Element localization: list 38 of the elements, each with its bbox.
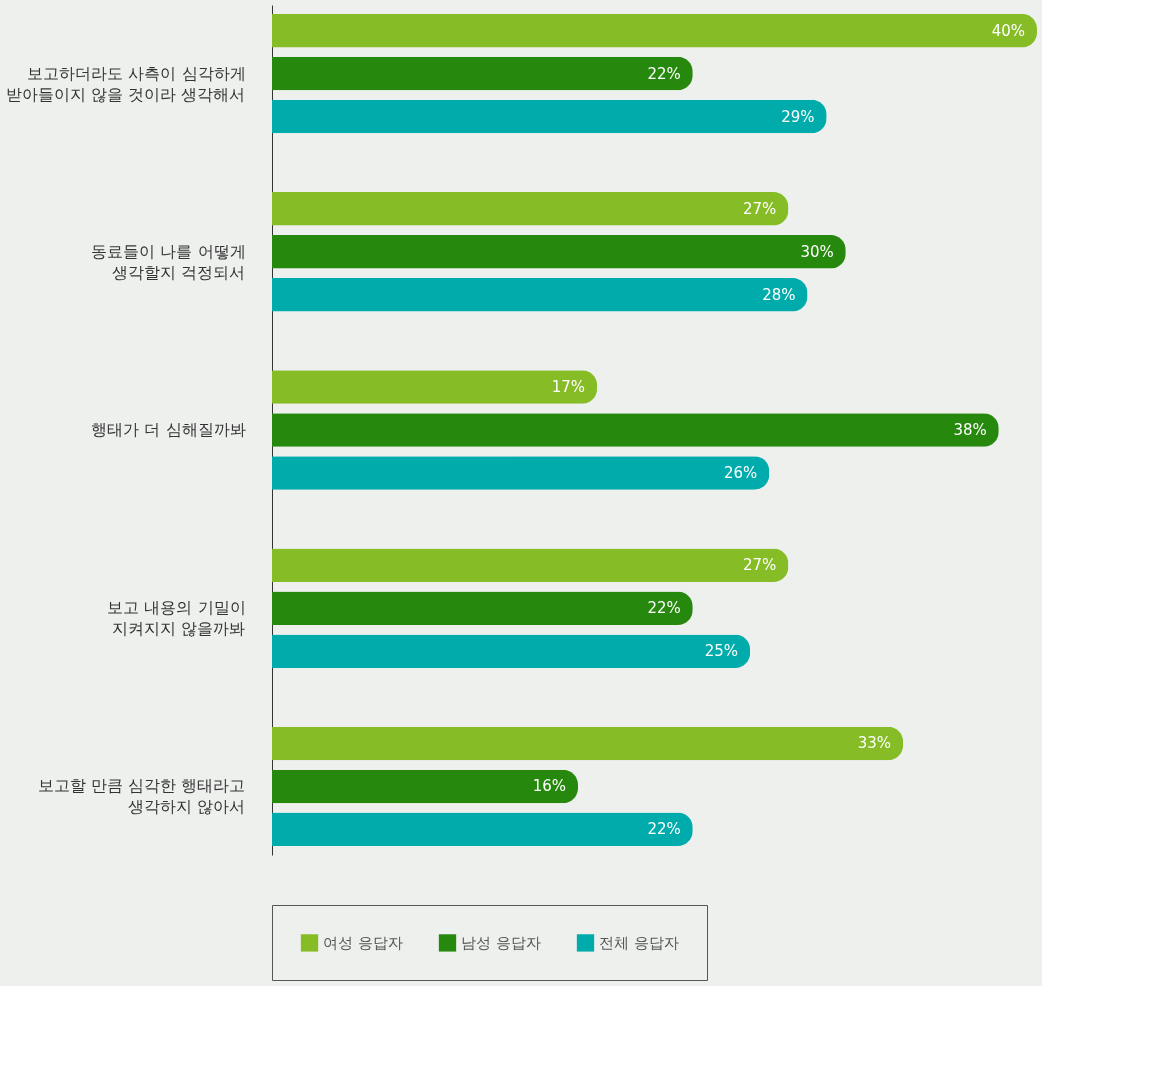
legend-label: 전체 응답자: [599, 933, 679, 952]
bar: [272, 812, 693, 847]
data-label: 30%: [800, 242, 834, 261]
y-tick-label: 행태가 더 심해질까봐: [91, 420, 246, 439]
bar: [272, 278, 808, 312]
bar: [272, 235, 846, 269]
data-label: 33%: [857, 734, 892, 753]
bar: [272, 591, 693, 625]
bar: [272, 56, 693, 91]
bar: [272, 13, 1037, 48]
bar: [272, 413, 999, 447]
bar: [272, 370, 598, 404]
y-tick-label: 보고할 만큼 심각한 행태라고 생각하지 않아서: [38, 776, 246, 817]
data-label: 22%: [647, 820, 681, 839]
data-label: 26%: [723, 463, 758, 482]
bar: [272, 548, 789, 582]
bar: [272, 99, 827, 134]
data-label: 22%: [647, 64, 681, 83]
data-label: 40%: [991, 21, 1025, 40]
data-label: 25%: [704, 642, 739, 661]
y-tick-label: 보고하더라도 사측이 심각하게 받아들이지 않을 것이라 생각해서: [6, 63, 246, 104]
data-label: 27%: [743, 199, 777, 218]
bar: [272, 456, 770, 490]
data-label: 28%: [762, 285, 796, 304]
data-label: 22%: [647, 599, 681, 618]
data-label: 29%: [781, 107, 815, 126]
data-label: 17%: [551, 378, 586, 397]
bar: [272, 726, 904, 761]
bar: [272, 634, 751, 668]
bar: [272, 192, 789, 226]
data-label: 16%: [532, 777, 566, 796]
y-tick-label: 보고 내용의 기밀이 지켜지지 않을까봐: [107, 598, 246, 639]
data-label: 27%: [743, 556, 777, 575]
bar: [272, 769, 578, 804]
legend-label: 남성 응답자: [461, 933, 541, 952]
y-tick-label: 동료들이 나를 어떻게 생각할지 걱정되서: [91, 241, 246, 282]
legend-label: 여성 응답자: [323, 933, 403, 952]
data-label: 38%: [953, 421, 987, 439]
